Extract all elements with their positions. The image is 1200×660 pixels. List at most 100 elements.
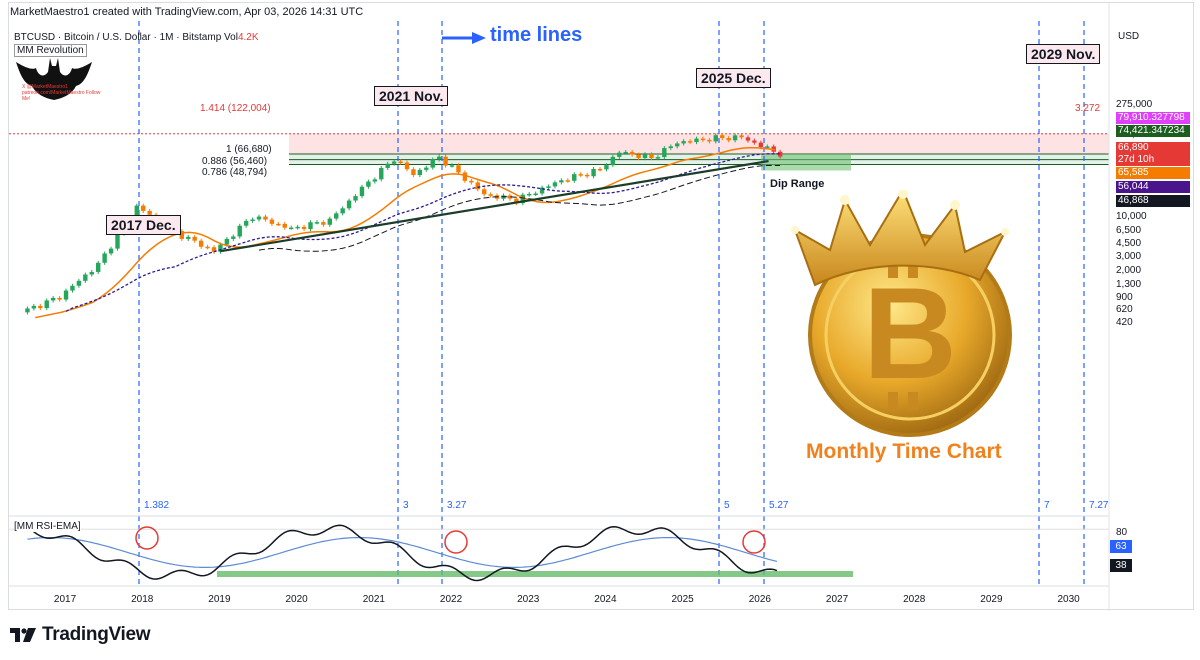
year-tick: 2025 bbox=[671, 594, 694, 605]
year-tick: 2029 bbox=[980, 594, 1003, 605]
fib-label-1: 1 (66,680) bbox=[226, 144, 272, 155]
year-tick: 2030 bbox=[1057, 594, 1080, 605]
currency-label[interactable]: USD bbox=[1118, 31, 1140, 42]
indicator-label: MM Revolution bbox=[17, 45, 84, 56]
price-axis-tick: 6,500 bbox=[1116, 225, 1142, 237]
indicator-legend[interactable]: MM Revolution bbox=[14, 44, 87, 57]
ma-dotted bbox=[65, 153, 781, 312]
candle bbox=[211, 247, 217, 252]
candle bbox=[681, 141, 686, 144]
candle bbox=[340, 208, 345, 214]
svg-text:B: B bbox=[863, 260, 957, 406]
candle bbox=[424, 167, 429, 170]
rsi-ema-line bbox=[27, 537, 778, 568]
candle bbox=[732, 135, 738, 141]
time-lines bbox=[138, 21, 1085, 588]
candle bbox=[50, 297, 56, 301]
candle bbox=[765, 146, 770, 148]
candle bbox=[243, 220, 249, 226]
fib-right-label: 3.272 bbox=[1075, 103, 1101, 114]
candle bbox=[430, 159, 435, 168]
candle bbox=[327, 218, 332, 225]
candle bbox=[141, 205, 146, 211]
candle bbox=[469, 180, 474, 183]
candle bbox=[707, 139, 712, 142]
candle bbox=[700, 138, 706, 141]
cycle-label-2029: 2029 Nov. bbox=[1026, 44, 1101, 64]
time-lines-text: time lines bbox=[490, 24, 583, 46]
candle bbox=[308, 222, 313, 229]
candle bbox=[334, 213, 339, 219]
tradingview-logo[interactable]: TradingView bbox=[10, 624, 151, 646]
year-tick: 2022 bbox=[439, 594, 463, 605]
fib-label-0786: 0.786 (48,794) bbox=[202, 167, 268, 178]
volume-label: Vol bbox=[224, 32, 238, 43]
candle bbox=[739, 135, 744, 138]
candle bbox=[726, 138, 731, 141]
time-line-label: 7.27 bbox=[1089, 500, 1109, 511]
candle bbox=[514, 198, 519, 204]
time-line-label: 3.27 bbox=[447, 500, 467, 511]
candle bbox=[398, 161, 403, 164]
rsi-signal-circle bbox=[742, 530, 766, 554]
year-tick: 2018 bbox=[131, 594, 154, 605]
price-badge: 56,044 bbox=[1116, 181, 1190, 193]
candle bbox=[539, 187, 545, 194]
price-axis-tick: 3,000 bbox=[1116, 251, 1142, 263]
tradingview-logo-icon bbox=[10, 628, 36, 642]
candle bbox=[289, 227, 294, 230]
candle bbox=[507, 195, 513, 199]
price-chart[interactable] bbox=[9, 3, 1195, 611]
candle bbox=[353, 196, 358, 201]
time-lines-annotation: time lines bbox=[442, 24, 583, 47]
candle bbox=[720, 135, 725, 139]
candle bbox=[366, 181, 371, 187]
symbol-text: BTCUSD · Bitcoin / U.S. Dollar · 1M · Bi… bbox=[14, 32, 222, 43]
cycle-label-2017: 2017 Dec. bbox=[106, 215, 181, 235]
candle bbox=[462, 172, 468, 181]
rsi-panel bbox=[9, 3, 1110, 611]
dip-range-label: Dip Range bbox=[770, 178, 825, 190]
candle bbox=[636, 154, 641, 159]
price-badge: 65,585 bbox=[1116, 167, 1190, 179]
price-axis-tick: 620 bbox=[1116, 304, 1133, 316]
candle bbox=[63, 290, 69, 300]
candle bbox=[520, 194, 525, 204]
candle bbox=[559, 180, 564, 183]
fib-label-1414: 1.414 (122,004) bbox=[200, 103, 271, 114]
candle bbox=[404, 162, 410, 170]
rsi-title: [MM RSI-EMA] bbox=[14, 521, 81, 532]
fib-zones bbox=[9, 133, 1109, 171]
price-axis-tick: 420 bbox=[1116, 317, 1133, 329]
rsi-signal-circle bbox=[444, 530, 468, 554]
candle bbox=[572, 174, 577, 181]
price-badge: 66,890 bbox=[1116, 142, 1190, 154]
candle bbox=[456, 165, 461, 173]
candle bbox=[359, 186, 365, 197]
price-axis-tick: 10,000 bbox=[1116, 210, 1147, 222]
candle bbox=[436, 156, 442, 160]
year-tick: 2020 bbox=[285, 594, 308, 605]
rsi-support-band bbox=[217, 571, 853, 577]
candle bbox=[224, 238, 230, 245]
candle bbox=[391, 161, 397, 164]
symbol-line[interactable]: BTCUSD · Bitcoin / U.S. Dollar · 1M · Bi… bbox=[14, 32, 259, 43]
candle bbox=[758, 142, 764, 148]
candle bbox=[527, 193, 532, 196]
time-line-label: 5.27 bbox=[769, 500, 789, 511]
candle bbox=[655, 157, 661, 159]
candle bbox=[263, 216, 268, 220]
logo-caption: X @MarketMaestro1 patreon.com/MarketMaes… bbox=[22, 84, 101, 102]
time-line-label: 3 bbox=[403, 500, 409, 511]
candle bbox=[604, 165, 609, 170]
candle bbox=[713, 135, 718, 142]
candle bbox=[218, 244, 223, 252]
moving-averages bbox=[35, 146, 781, 319]
candle bbox=[662, 148, 667, 158]
year-tick: 2026 bbox=[748, 594, 771, 605]
volume-value: 4.2K bbox=[237, 32, 259, 43]
candle bbox=[745, 137, 751, 141]
candle bbox=[198, 240, 204, 247]
candle bbox=[597, 168, 603, 171]
candle bbox=[591, 168, 596, 177]
